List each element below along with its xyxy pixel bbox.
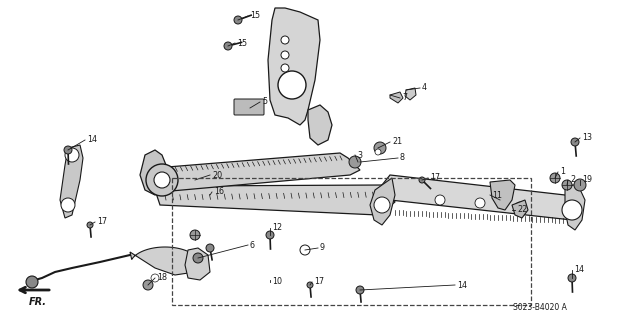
Circle shape: [281, 51, 289, 59]
Circle shape: [562, 180, 572, 190]
Circle shape: [349, 156, 361, 168]
Circle shape: [281, 64, 289, 72]
Circle shape: [87, 222, 93, 228]
Text: FR.: FR.: [29, 297, 47, 307]
Circle shape: [300, 245, 310, 255]
Polygon shape: [155, 153, 360, 192]
Circle shape: [550, 173, 560, 183]
Polygon shape: [512, 200, 528, 218]
Text: 17: 17: [314, 278, 324, 286]
Polygon shape: [405, 88, 416, 100]
Text: 6: 6: [250, 241, 255, 249]
Polygon shape: [382, 175, 578, 220]
Polygon shape: [390, 92, 403, 103]
Text: 19: 19: [582, 175, 592, 184]
Text: 15: 15: [250, 11, 260, 20]
Polygon shape: [185, 248, 210, 280]
Text: 11: 11: [492, 190, 502, 199]
Polygon shape: [308, 105, 332, 145]
Polygon shape: [490, 180, 515, 210]
Text: 14: 14: [87, 136, 97, 145]
Text: 15: 15: [237, 39, 247, 48]
Circle shape: [26, 276, 38, 288]
Text: 10: 10: [272, 278, 282, 286]
Circle shape: [375, 149, 381, 155]
Text: 1: 1: [560, 167, 565, 176]
Circle shape: [190, 230, 200, 240]
Circle shape: [419, 177, 425, 183]
Circle shape: [266, 231, 274, 239]
Polygon shape: [155, 185, 395, 215]
Circle shape: [65, 148, 79, 162]
Text: 22: 22: [517, 205, 527, 214]
Polygon shape: [370, 178, 395, 225]
Circle shape: [61, 198, 75, 212]
Bar: [172, 178, 531, 305]
Text: 13: 13: [582, 133, 592, 143]
Polygon shape: [140, 150, 168, 195]
Text: 7: 7: [402, 93, 407, 102]
Text: 20: 20: [212, 170, 222, 180]
Circle shape: [568, 274, 576, 282]
Text: 21: 21: [392, 137, 402, 146]
Polygon shape: [130, 247, 200, 275]
Text: 9: 9: [320, 243, 325, 253]
Circle shape: [146, 164, 178, 196]
Text: 14: 14: [457, 280, 467, 290]
Circle shape: [234, 16, 242, 24]
Circle shape: [515, 202, 525, 212]
Circle shape: [356, 286, 364, 294]
Text: S023-B4020 A: S023-B4020 A: [513, 303, 567, 313]
Text: 2: 2: [570, 175, 575, 184]
Text: 4: 4: [422, 84, 427, 93]
Circle shape: [154, 172, 170, 188]
Circle shape: [374, 142, 386, 154]
Text: 14: 14: [574, 265, 584, 275]
Circle shape: [151, 274, 159, 282]
Circle shape: [374, 197, 390, 213]
Circle shape: [435, 195, 445, 205]
Circle shape: [281, 36, 289, 44]
Circle shape: [143, 280, 153, 290]
Circle shape: [278, 71, 306, 99]
Text: 8: 8: [400, 153, 405, 162]
Text: 12: 12: [272, 224, 282, 233]
Polygon shape: [60, 145, 83, 218]
Circle shape: [206, 244, 214, 252]
Polygon shape: [268, 8, 320, 125]
Text: 3: 3: [357, 151, 362, 160]
Circle shape: [224, 42, 232, 50]
Circle shape: [307, 282, 313, 288]
Text: 16: 16: [214, 188, 224, 197]
Circle shape: [571, 138, 579, 146]
Circle shape: [562, 200, 582, 220]
Polygon shape: [565, 185, 585, 230]
Text: 17: 17: [97, 218, 107, 226]
Circle shape: [475, 198, 485, 208]
Text: 5: 5: [262, 98, 267, 107]
Text: 17: 17: [430, 174, 440, 182]
Circle shape: [64, 146, 72, 154]
Circle shape: [574, 179, 586, 191]
Text: 18: 18: [157, 273, 167, 283]
FancyBboxPatch shape: [234, 99, 264, 115]
Circle shape: [193, 253, 203, 263]
